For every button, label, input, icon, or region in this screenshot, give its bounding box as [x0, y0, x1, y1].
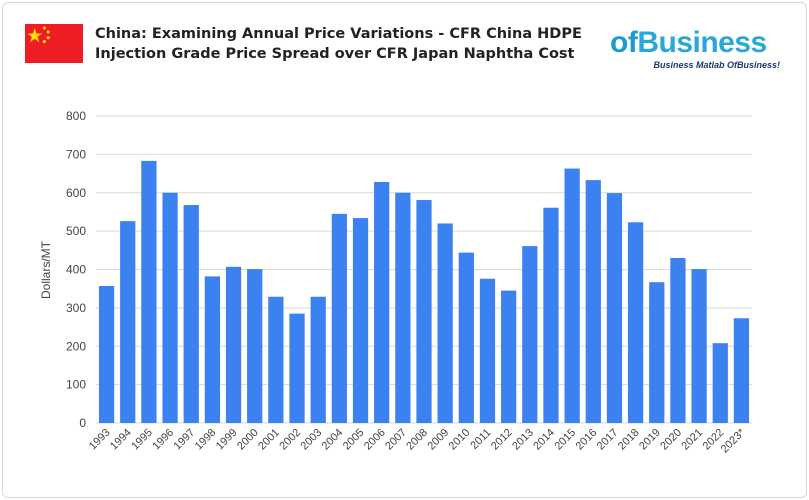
y-tick-label: 600	[66, 186, 86, 200]
y-axis-label: Dollars/MT	[39, 240, 53, 299]
x-tick-label: 1993	[87, 427, 113, 453]
bar-2008	[416, 200, 432, 423]
x-tick-label: 2011	[468, 427, 493, 452]
x-tick-label: 1999	[214, 427, 240, 453]
x-tick-label: 1997	[172, 427, 198, 453]
bar-1995	[141, 160, 157, 423]
bar-2018	[627, 222, 644, 423]
y-tick-label: 400	[66, 263, 86, 277]
bar-2009	[437, 223, 453, 423]
bar-2003	[310, 296, 326, 423]
x-tick-label: 2014	[531, 427, 557, 453]
x-tick-label: 2005	[341, 427, 367, 453]
x-tick-label: 2013	[510, 427, 536, 453]
bar-2014	[543, 207, 559, 423]
x-tick-label: 2004	[320, 427, 346, 453]
y-tick-label: 0	[79, 416, 86, 430]
x-tick-label: 2000	[235, 427, 261, 453]
bar-1996	[162, 192, 178, 423]
bar-2005	[352, 218, 369, 423]
bar-1998	[204, 276, 221, 423]
y-tick-label: 700	[66, 147, 86, 161]
x-tick-label: 2018	[616, 427, 642, 453]
y-tick-label: 200	[66, 339, 86, 353]
chart-title: China: Examining Annual Price Variations…	[95, 24, 582, 64]
bar-2006	[374, 182, 390, 423]
x-tick-label: 2003	[299, 427, 325, 453]
bar-2000	[247, 269, 263, 423]
y-tick-label: 500	[66, 224, 86, 238]
bar-1997	[183, 205, 199, 423]
x-tick-label: 2016	[574, 427, 600, 453]
title-line-2: Injection Grade Price Spread over CFR Ja…	[95, 46, 575, 62]
china-flag-icon	[25, 24, 83, 63]
y-tick-label: 100	[66, 378, 86, 392]
bar-2004	[331, 213, 347, 423]
bar-2017	[606, 193, 623, 423]
x-tick-label: 2017	[595, 427, 621, 453]
x-tick-label: 2007	[383, 427, 409, 453]
bar-2021	[691, 269, 707, 423]
bar-1999	[225, 266, 242, 423]
bar-2007	[395, 192, 411, 423]
bar-2016	[585, 180, 601, 423]
x-tick-label: 2008	[404, 427, 430, 453]
bar-2015	[564, 168, 580, 423]
title-line-1: China: Examining Annual Price Variations…	[95, 26, 582, 42]
x-tick-label: 1994	[108, 427, 134, 453]
bar-2013	[522, 246, 538, 423]
y-tick-label: 300	[66, 301, 86, 315]
bar-2023*	[733, 318, 750, 423]
x-tick-label: 2019	[637, 427, 663, 453]
x-tick-label: 1998	[193, 427, 219, 453]
x-tick-label: 2020	[658, 427, 684, 453]
x-tick-label: 1996	[150, 427, 176, 453]
bar-2022	[712, 343, 728, 423]
bar-2020	[670, 257, 686, 423]
x-tick-label: 1995	[129, 427, 155, 453]
bar-1993	[98, 286, 115, 423]
bar-2010	[458, 252, 474, 423]
x-tick-label: 2012	[489, 427, 515, 453]
y-tick-label: 800	[66, 109, 86, 123]
x-tick-label: 2001	[256, 427, 282, 453]
bar-2011	[479, 278, 496, 423]
x-tick-label: 2015	[552, 427, 578, 453]
bar-1994	[120, 221, 136, 423]
bar-2012	[501, 290, 517, 423]
x-tick-label: 2010	[447, 427, 473, 453]
x-tick-label: 2023*	[719, 426, 748, 455]
logo-tagline: Business Matlab OfBusiness!	[653, 60, 780, 70]
bar-2002	[289, 313, 305, 423]
bar-2001	[268, 296, 284, 423]
x-tick-label: 2021	[679, 427, 705, 453]
x-tick-label: 2006	[362, 427, 388, 453]
bar-2019	[649, 282, 665, 423]
x-tick-label: 2009	[425, 427, 451, 453]
ofbusiness-logo: ofBusiness Business Matlab OfBusiness!	[610, 26, 780, 71]
x-tick-label: 2002	[277, 427, 303, 453]
